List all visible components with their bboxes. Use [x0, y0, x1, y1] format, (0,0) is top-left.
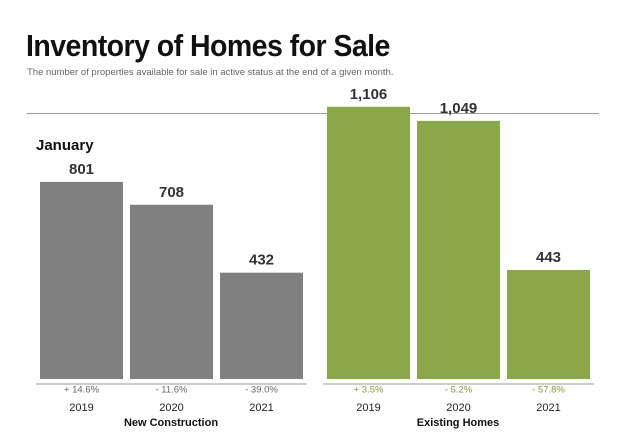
tick-label-new-construction-2020: 2020	[159, 402, 183, 414]
header-divider	[27, 113, 599, 114]
pct-change-new-construction-2019: + 14.6%	[64, 385, 100, 396]
tick-label-new-construction-2019: 2019	[69, 402, 93, 414]
value-label-new-construction-2021: 432	[249, 252, 274, 269]
bar-existing-homes-2019	[327, 106, 410, 379]
group-label-existing-homes: Existing Homes	[417, 417, 500, 429]
tick-label-existing-homes-2020: 2020	[446, 402, 470, 414]
bar-new-construction-2021	[220, 272, 303, 379]
tick-label-new-construction-2021: 2021	[249, 402, 273, 414]
page-title: Inventory of Homes for Sale	[26, 28, 390, 63]
page-subtitle: The number of properties available for s…	[27, 67, 394, 78]
value-label-existing-homes-2021: 443	[536, 249, 561, 266]
tick-label-existing-homes-2021: 2021	[536, 402, 560, 414]
group-label-new-construction: New Construction	[124, 417, 218, 429]
pct-change-existing-homes-2019: + 3.5%	[354, 385, 384, 396]
month-label: January	[36, 137, 94, 154]
bar-new-construction-2019	[40, 181, 123, 379]
pct-change-existing-homes-2021: - 57.8%	[532, 385, 565, 396]
value-label-existing-homes-2019: 1,106	[350, 86, 388, 103]
value-label-existing-homes-2020: 1,049	[440, 100, 478, 117]
bar-existing-homes-2021	[507, 269, 590, 379]
pct-change-existing-homes-2020: - 5.2%	[445, 385, 473, 396]
bar-new-construction-2020	[130, 204, 213, 379]
tick-label-existing-homes-2019: 2019	[356, 402, 380, 414]
value-label-new-construction-2019: 801	[69, 161, 94, 178]
pct-change-new-construction-2021: - 39.0%	[245, 385, 278, 396]
value-label-new-construction-2020: 708	[159, 184, 184, 201]
pct-change-new-construction-2020: - 11.6%	[155, 385, 188, 396]
bar-existing-homes-2020	[417, 120, 500, 379]
